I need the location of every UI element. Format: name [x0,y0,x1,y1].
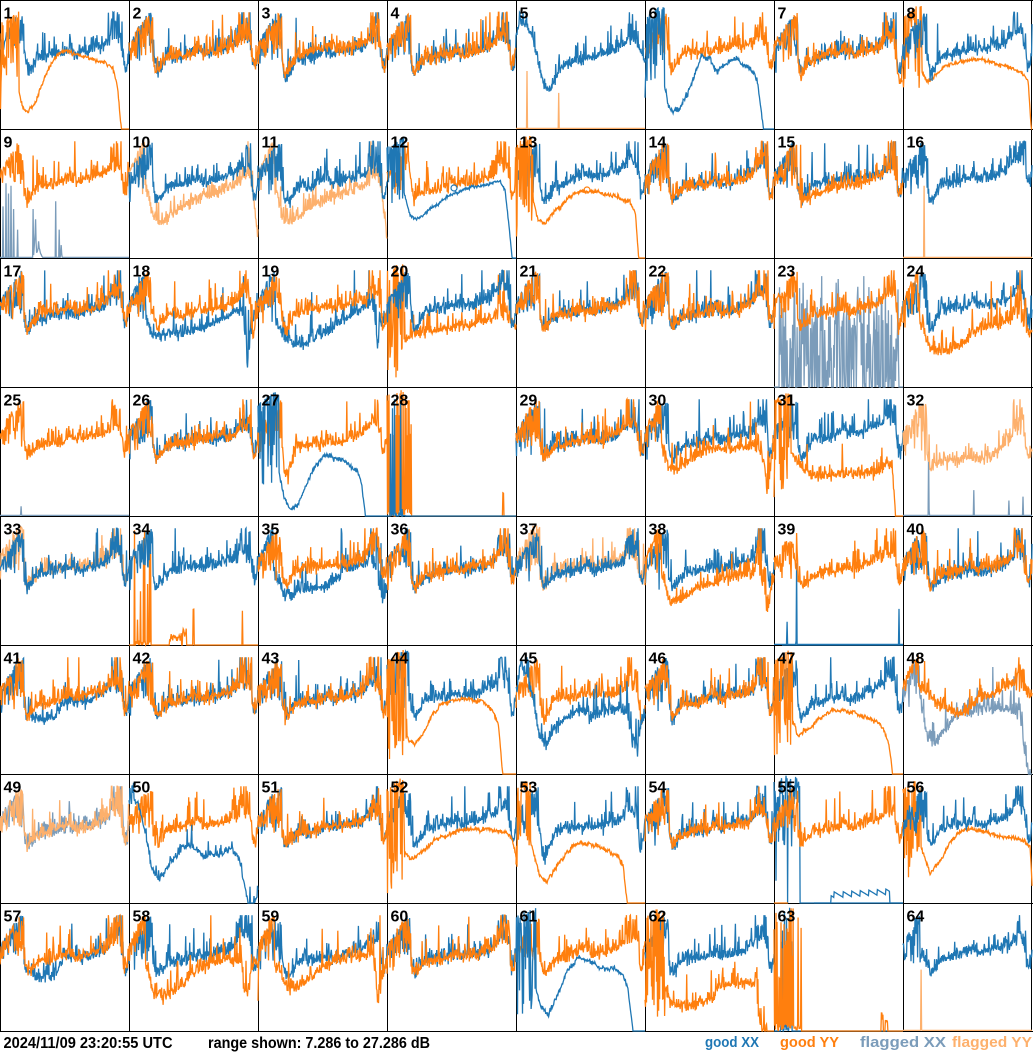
svg-text:24: 24 [907,264,925,281]
svg-text:25: 25 [4,393,22,410]
svg-text:52: 52 [391,780,409,797]
svg-text:55: 55 [778,780,796,797]
svg-text:11: 11 [262,135,279,152]
svg-text:19: 19 [262,264,280,281]
svg-text:47: 47 [778,651,796,668]
svg-text:2: 2 [133,6,142,23]
svg-text:64: 64 [907,909,925,926]
svg-text:44: 44 [391,651,409,668]
svg-text:57: 57 [4,909,22,926]
svg-text:15: 15 [778,135,796,152]
svg-text:6: 6 [649,6,658,23]
svg-text:22: 22 [649,264,667,281]
svg-text:39: 39 [778,522,796,539]
svg-text:53: 53 [520,780,538,797]
svg-text:range shown: 7.286 to 27.286 d: range shown: 7.286 to 27.286 dB [208,1035,430,1052]
svg-text:18: 18 [133,264,151,281]
svg-text:good YY: good YY [780,1034,839,1051]
svg-text:13: 13 [520,135,538,152]
svg-text:62: 62 [649,909,667,926]
svg-text:63: 63 [778,909,796,926]
svg-text:23: 23 [778,264,796,281]
svg-text:43: 43 [262,651,280,668]
svg-text:7: 7 [778,6,787,23]
svg-text:17: 17 [4,264,22,281]
svg-text:51: 51 [262,780,280,797]
svg-text:26: 26 [133,393,151,410]
svg-text:49: 49 [4,780,22,797]
svg-text:27: 27 [262,393,280,410]
svg-text:4: 4 [391,6,400,23]
svg-text:46: 46 [649,651,667,668]
svg-text:flagged XX: flagged XX [860,1034,946,1051]
svg-text:5: 5 [520,6,529,23]
svg-text:1: 1 [4,6,13,23]
svg-text:20: 20 [391,264,409,281]
svg-text:48: 48 [907,651,925,668]
svg-text:32: 32 [907,393,925,410]
svg-text:42: 42 [133,651,151,668]
svg-text:58: 58 [133,909,151,926]
svg-text:9: 9 [4,135,13,152]
svg-text:33: 33 [4,522,22,539]
svg-text:8: 8 [907,6,916,23]
svg-text:40: 40 [907,522,925,539]
svg-text:36: 36 [391,522,409,539]
svg-text:54: 54 [649,780,667,797]
svg-text:34: 34 [133,522,151,539]
svg-text:3: 3 [262,6,271,23]
svg-text:30: 30 [649,393,667,410]
svg-text:flagged YY: flagged YY [952,1034,1032,1051]
svg-text:10: 10 [133,135,151,152]
svg-text:good XX: good XX [705,1034,759,1051]
svg-text:21: 21 [520,264,538,281]
svg-text:29: 29 [520,393,538,410]
svg-text:41: 41 [4,651,22,668]
svg-text:45: 45 [520,651,538,668]
svg-text:2024/11/09 23:20:55 UTC: 2024/11/09 23:20:55 UTC [4,1035,173,1052]
svg-text:38: 38 [649,522,667,539]
svg-text:16: 16 [907,135,925,152]
svg-text:31: 31 [778,393,796,410]
svg-text:28: 28 [391,393,409,410]
svg-text:37: 37 [520,522,538,539]
svg-text:61: 61 [520,909,538,926]
svg-text:56: 56 [907,780,925,797]
svg-text:35: 35 [262,522,280,539]
svg-text:50: 50 [133,780,151,797]
svg-text:59: 59 [262,909,280,926]
svg-text:12: 12 [391,135,409,152]
svg-text:60: 60 [391,909,409,926]
svg-text:14: 14 [649,135,667,152]
